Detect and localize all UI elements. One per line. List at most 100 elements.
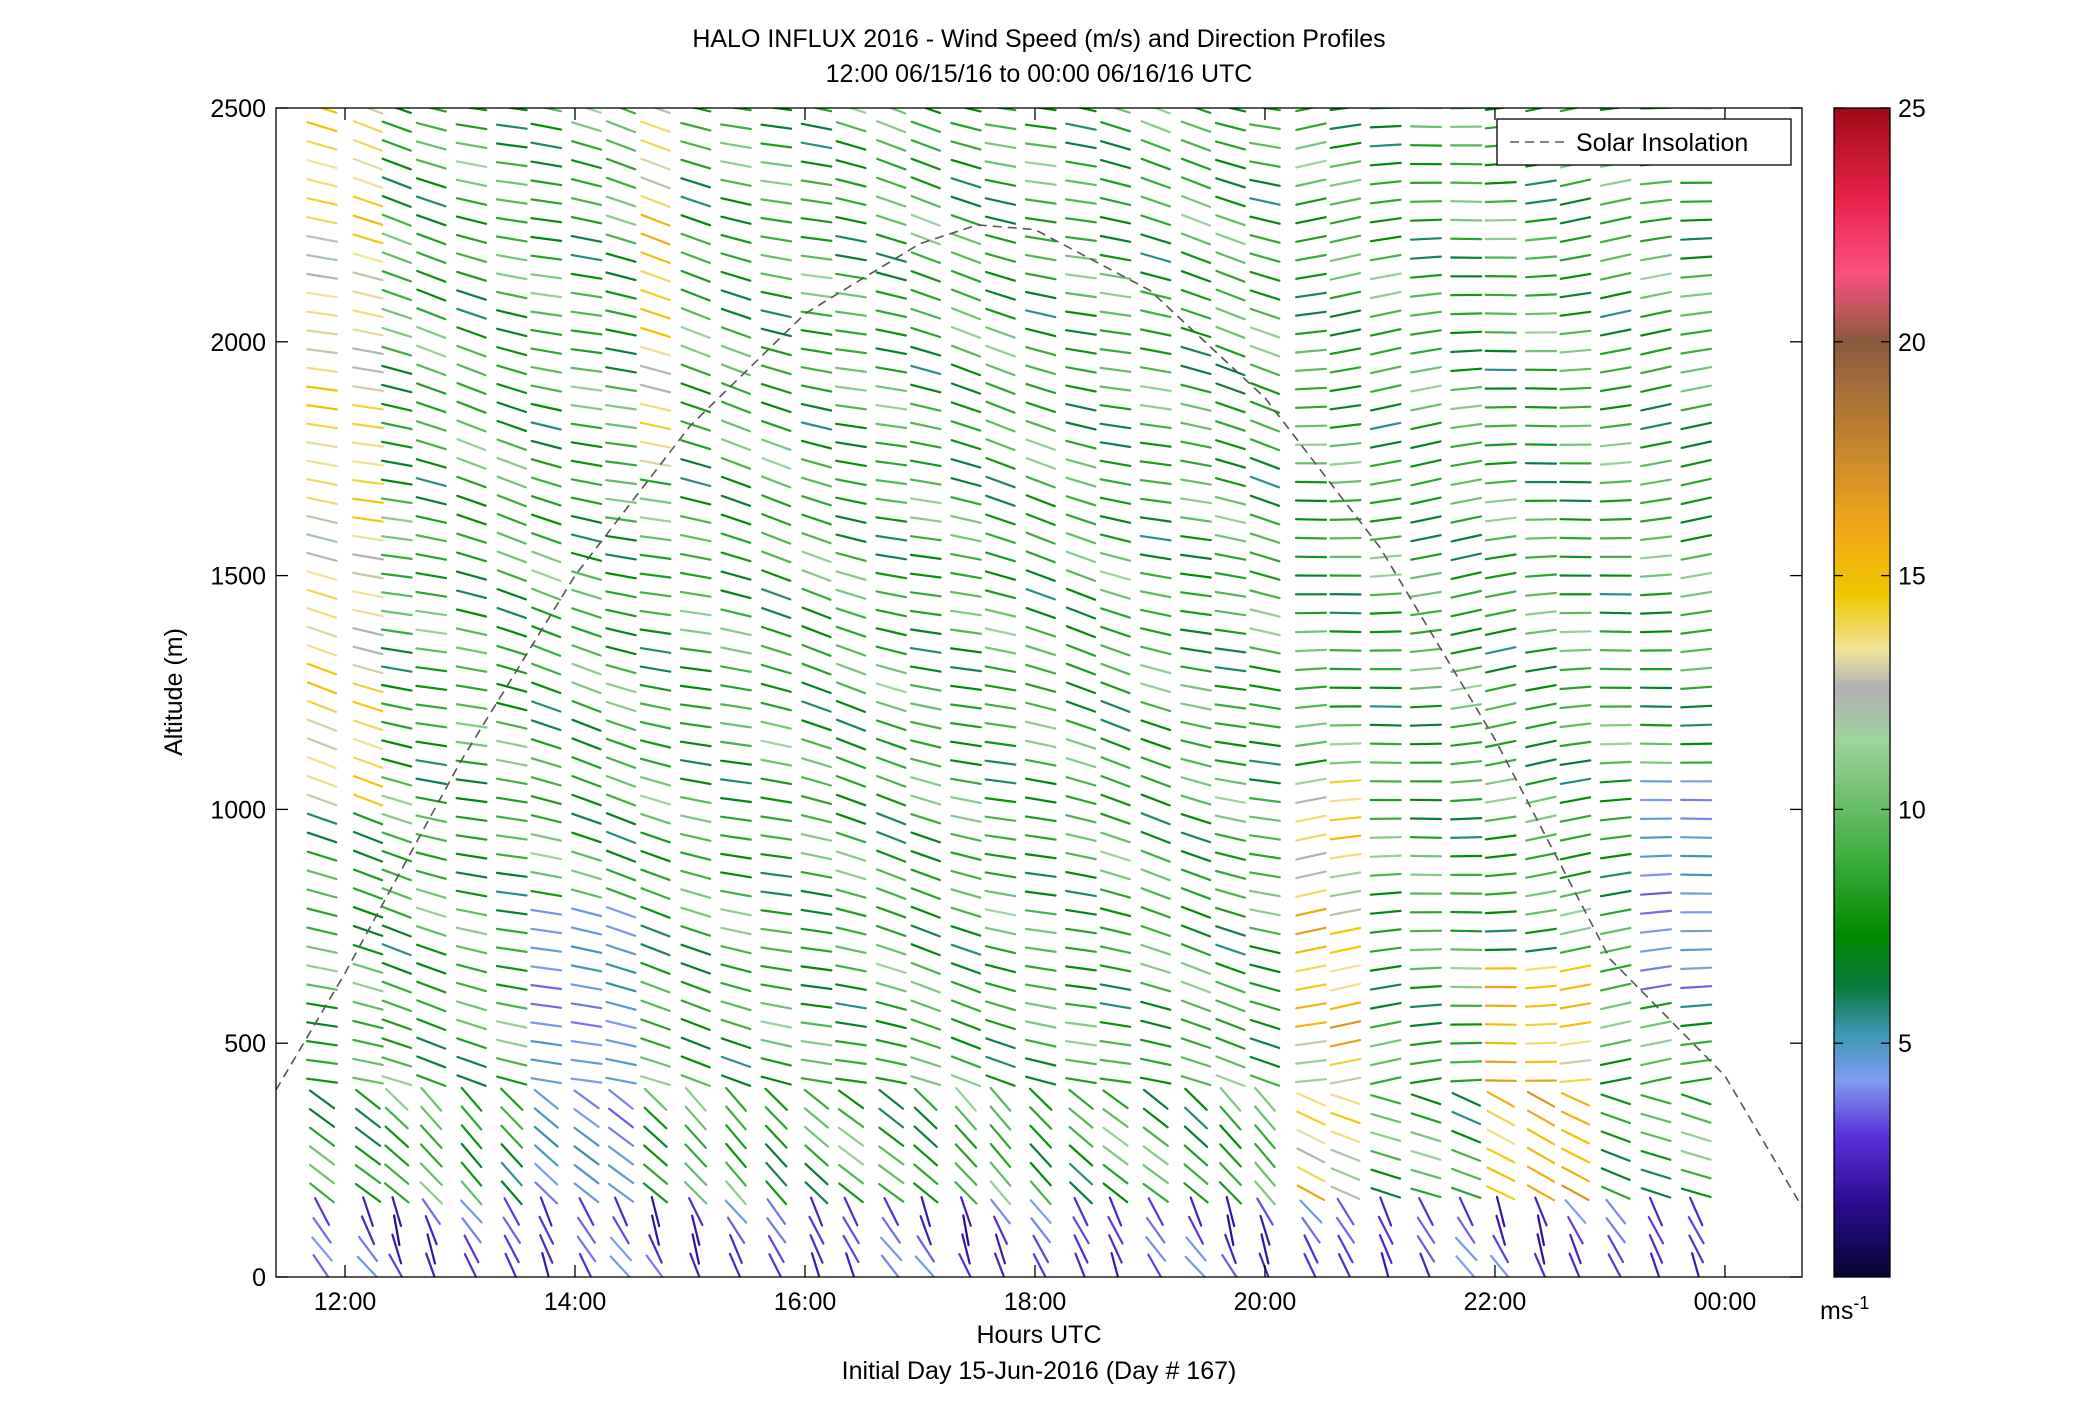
wind-arrow — [984, 234, 1017, 244]
wind-arrow — [306, 178, 338, 188]
wind-arrow — [835, 478, 867, 486]
wind-arrow — [1099, 1021, 1132, 1028]
wind-arrow — [306, 1058, 338, 1066]
wind-arrow — [605, 608, 637, 618]
wind-arrow — [1329, 871, 1362, 879]
wind-arrow — [381, 1075, 413, 1087]
wind-arrow — [1409, 1077, 1442, 1085]
wind-arrow — [1024, 796, 1057, 804]
wind-arrow — [1680, 329, 1713, 336]
wind-arrow — [415, 552, 448, 561]
wind-arrow — [1450, 404, 1483, 411]
wind-arrow — [1640, 1168, 1672, 1180]
wind-arrow — [1249, 589, 1281, 600]
wind-arrow — [1329, 234, 1362, 244]
wind-arrow — [680, 177, 712, 189]
wind-arrow — [1065, 550, 1097, 564]
wind-arrow — [1180, 794, 1212, 806]
wind-arrow — [1450, 1078, 1483, 1083]
wind-arrow — [1484, 516, 1517, 523]
wind-arrow — [1524, 387, 1558, 390]
wind-arrow — [690, 108, 712, 113]
y-tick-label: 2500 — [210, 95, 266, 123]
wind-arrow — [719, 759, 753, 766]
legend-label: Solar Insolation — [1576, 129, 1748, 157]
wind-arrow — [1099, 1058, 1132, 1066]
wind-arrow — [570, 1039, 603, 1047]
wind-arrow — [1249, 475, 1281, 489]
wind-arrow — [1214, 666, 1247, 673]
wind-arrow — [534, 1181, 559, 1205]
wind-arrow — [1450, 349, 1483, 354]
wind-arrow — [800, 217, 833, 224]
wind-arrow — [834, 385, 867, 392]
wind-arrow — [1680, 200, 1713, 203]
wind-arrow — [530, 439, 562, 450]
wind-arrow — [910, 176, 941, 190]
wind-arrow — [1065, 587, 1097, 601]
wind-arrow — [1214, 158, 1247, 170]
wind-arrow — [573, 1145, 600, 1166]
wind-arrow — [1068, 1088, 1094, 1110]
wind-arrow — [801, 738, 832, 750]
wind-arrow — [415, 195, 447, 208]
wind-arrow — [881, 1216, 901, 1244]
wind-arrow — [1649, 1252, 1661, 1277]
wind-arrow — [381, 980, 412, 994]
wind-arrow — [1410, 552, 1442, 561]
wind-arrow — [985, 1074, 1016, 1087]
wind-arrow — [1450, 367, 1483, 373]
wind-arrow — [1140, 924, 1172, 938]
wind-arrow — [875, 737, 907, 751]
wind-arrow — [800, 927, 833, 935]
wind-arrow — [380, 535, 413, 542]
wind-arrow — [984, 608, 1017, 618]
wind-arrow — [496, 475, 527, 489]
wind-arrow — [306, 831, 338, 844]
wind-arrow — [639, 739, 672, 749]
wind-arrow — [416, 232, 447, 246]
wind-arrow — [530, 254, 563, 261]
wind-arrow — [910, 195, 941, 208]
wind-arrow — [1639, 198, 1673, 205]
wind-arrow — [456, 513, 487, 526]
wind-arrow — [876, 774, 907, 788]
wind-arrow — [876, 120, 907, 134]
wind-arrow — [640, 326, 671, 338]
wind-arrow — [837, 1126, 865, 1147]
wind-arrow — [640, 289, 671, 302]
wind-arrow — [1369, 291, 1402, 300]
wind-arrow — [456, 981, 487, 993]
wind-arrow — [720, 1055, 752, 1069]
wind-arrow — [1369, 742, 1402, 746]
wind-arrow — [1099, 441, 1132, 449]
wind-arrow — [1218, 1181, 1243, 1205]
wind-arrow — [761, 550, 792, 564]
wind-arrow — [1025, 383, 1057, 395]
wind-arrow — [1329, 108, 1354, 112]
wind-arrow — [949, 609, 982, 617]
wind-arrow — [495, 161, 528, 168]
wind-arrow — [1329, 461, 1362, 466]
wind-arrow — [984, 778, 1017, 785]
wind-arrow — [1369, 478, 1402, 486]
wind-arrow — [720, 1000, 752, 1012]
wind-arrow — [875, 271, 907, 282]
wind-arrow — [725, 1142, 747, 1169]
wind-arrow — [909, 478, 942, 486]
wind-arrow — [1599, 385, 1632, 392]
wind-arrow — [1065, 569, 1097, 583]
wind-arrow — [352, 347, 384, 355]
wind-arrow — [605, 849, 637, 863]
wind-arrow — [1296, 1147, 1326, 1164]
wind-arrow — [680, 363, 711, 377]
wind-arrow — [605, 737, 637, 751]
wind-arrow — [720, 570, 752, 581]
wind-arrow — [1524, 946, 1557, 953]
wind-arrow — [1559, 1040, 1592, 1047]
wind-arrow — [1369, 1020, 1402, 1029]
wind-arrow — [1099, 945, 1132, 955]
wind-arrow — [531, 662, 562, 676]
wind-arrow — [352, 214, 384, 226]
wind-arrow — [1639, 909, 1673, 915]
